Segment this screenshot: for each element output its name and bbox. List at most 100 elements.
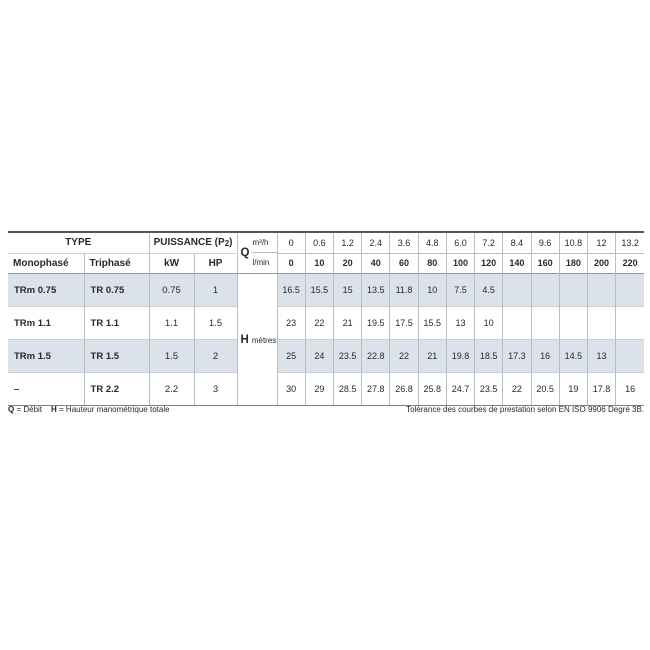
- head-value: 23.5: [474, 372, 503, 406]
- head-value: [558, 306, 588, 340]
- head-value: 19: [558, 372, 588, 406]
- flow-lmin-value: 160: [530, 253, 560, 274]
- head-value: 7.5: [445, 273, 475, 307]
- head-value: 16: [530, 339, 560, 373]
- head-value: 13.5: [361, 273, 390, 307]
- flow-m3h-value: 10.8: [558, 232, 588, 254]
- head-value: 16: [615, 372, 644, 406]
- monophase-header: Monophasé: [13, 257, 69, 269]
- hp-value: 1.5: [193, 306, 238, 340]
- head-value: [502, 306, 531, 340]
- flow-m3h-value: 8.4: [502, 232, 531, 254]
- type-header-label: TYPE: [65, 237, 92, 249]
- legend-footnote: Q = Débit H = Hauteur manométrique totale: [8, 405, 170, 414]
- power-header-suffix: ): [229, 237, 233, 249]
- kw-value: 0.75: [148, 273, 195, 307]
- flow-unit-lmin: l/min: [252, 258, 270, 267]
- flow-lmin-value: 220: [615, 253, 644, 274]
- header-row-units: Monophasé Triphasé kW HP 0 10 20 40 60 80 100 1…: [8, 253, 644, 274]
- flow-m3h-value: 4.8: [417, 232, 447, 254]
- pump-performance-table-wrap: TYPE PUISSANCE (P2) Q m³/h l/min 0 0.6 1.2…: [8, 231, 644, 406]
- kw-value: 1.1: [148, 306, 195, 340]
- flow-lmin-value: 0: [276, 253, 306, 274]
- head-value: 30: [276, 372, 306, 406]
- type-header: TYPE: [8, 232, 150, 254]
- head-value: 21: [332, 306, 362, 340]
- tolerance-footnote: Tolérance des courbes de prestation selo…: [406, 405, 644, 414]
- kw-header: kW: [148, 253, 195, 274]
- flow-lmin-value: 200: [586, 253, 616, 274]
- head-value: 16.5: [276, 273, 306, 307]
- h-unit: mètres: [251, 335, 277, 345]
- flow-lmin-value: 20: [332, 253, 362, 274]
- power-header: PUISSANCE (P2): [148, 232, 238, 254]
- head-value: 22: [502, 372, 531, 406]
- head-value: 22.8: [361, 339, 390, 373]
- legend-q-symbol: Q: [8, 405, 15, 414]
- flow-m3h-value: 1.2: [332, 232, 362, 254]
- table-row: TRm 1.1 TR 1.1 1.1 1.5 23 22 21 19.5 17.5 15.5 13 1…: [8, 306, 644, 340]
- triphase-header: Triphasé: [83, 253, 150, 274]
- hp-header: HP: [193, 253, 238, 274]
- legend-h-text: = Hauteur manométrique totale: [56, 405, 170, 414]
- flow-header-layout: Q m³/h l/min: [238, 233, 277, 273]
- head-value: [530, 306, 560, 340]
- power-subscript: 2: [224, 238, 230, 248]
- flow-m3h-value: 7.2: [474, 232, 503, 254]
- flow-header-cell: Q m³/h l/min: [236, 232, 278, 274]
- flow-m3h-value: 3.6: [389, 232, 419, 254]
- power-header-label: PUISSANCE (P: [153, 237, 225, 249]
- head-value: [586, 273, 616, 307]
- flow-lmin-value: 140: [502, 253, 531, 274]
- head-value: [586, 306, 616, 340]
- head-value: 18.5: [474, 339, 503, 373]
- flow-m3h-value: 0: [276, 232, 306, 254]
- head-value: 23: [276, 306, 306, 340]
- flow-m3h-value: 0.6: [304, 232, 334, 254]
- header-row-groups: TYPE PUISSANCE (P2) Q m³/h l/min 0 0.6 1.2…: [8, 232, 644, 274]
- flow-m3h-value: 6.0: [445, 232, 475, 254]
- head-value: 13: [445, 306, 475, 340]
- head-value: 29: [304, 372, 334, 406]
- triphase-type: TR 0.75: [83, 273, 150, 307]
- head-value: [615, 306, 644, 340]
- monophase-type: TRm 1.1: [8, 306, 85, 340]
- flow-lmin-value: 120: [474, 253, 503, 274]
- triphase-type: TR 2.2: [83, 372, 150, 406]
- head-value: 15.5: [304, 273, 334, 307]
- monophase-type: –: [8, 372, 85, 406]
- table-row: – TR 2.2 2.2 3 30 29 28.5 27.8 26.8 25.8 24.7 23.5 2…: [8, 372, 644, 406]
- head-value: 13: [586, 339, 616, 373]
- head-value: [558, 273, 588, 307]
- hp-value: 3: [193, 372, 238, 406]
- head-value: 17.5: [389, 306, 419, 340]
- head-value: 21: [417, 339, 447, 373]
- head-value: 23.5: [332, 339, 362, 373]
- flow-m3h-value: 13.2: [615, 232, 644, 254]
- h-label: H: [240, 333, 249, 346]
- head-value: 25.8: [417, 372, 447, 406]
- kw-value: 2.2: [148, 372, 195, 406]
- head-value: [615, 273, 644, 307]
- head-value: [530, 273, 560, 307]
- head-value: 17.8: [586, 372, 616, 406]
- flow-lmin-value: 80: [417, 253, 447, 274]
- flow-lmin-value: 100: [445, 253, 475, 274]
- flow-units: m³/h l/min: [252, 233, 277, 273]
- legend-h-symbol: H: [51, 405, 57, 414]
- flow-lmin-value: 180: [558, 253, 588, 274]
- table-row: TRm 1.5 TR 1.5 1.5 2 25 24 23.5 22.8 22 21 19.8 18.…: [8, 339, 644, 373]
- head-value: 11.8: [389, 273, 419, 307]
- flow-m3h-value: 2.4: [361, 232, 390, 254]
- q-label: Q: [240, 247, 250, 259]
- head-value: 22: [304, 306, 334, 340]
- head-value: 27.8: [361, 372, 390, 406]
- head-value: 24: [304, 339, 334, 373]
- flow-lmin-value: 60: [389, 253, 419, 274]
- head-value: 15.5: [417, 306, 447, 340]
- hp-value: 2: [193, 339, 238, 373]
